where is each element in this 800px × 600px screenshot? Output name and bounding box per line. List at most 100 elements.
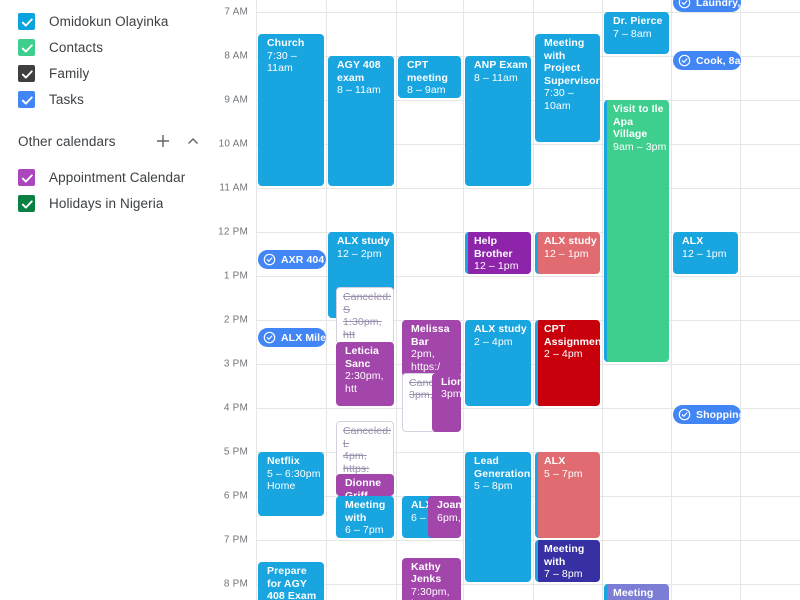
calendar-event[interactable]: Dr. Pierce 7 – 8am: [604, 12, 669, 54]
calendar-event[interactable]: Netflix 5 – 6:30pm Home: [258, 452, 324, 516]
hour-gridline: [256, 276, 800, 277]
time-label: 10 AM: [218, 138, 248, 150]
time-label: 3 PM: [223, 358, 248, 370]
calendar-event[interactable]: ALX study 12 – 1pm: [535, 232, 600, 274]
task-chip[interactable]: Laundry,: [673, 0, 741, 12]
event-title: CPT meeting: [407, 59, 448, 84]
calendar-event[interactable]: AGY 408 exam 8 – 11am: [328, 56, 394, 186]
calendar-event[interactable]: Leticia Sanc 2:30pm, htt: [336, 342, 394, 406]
calendar-name-label: Family: [49, 65, 90, 81]
day-gridline: [740, 0, 741, 600]
calendar-event[interactable]: CPT Assignment 2 – 4pm: [535, 320, 600, 406]
sidebar-calendar-item-0[interactable]: Omidokun Olayinka: [0, 8, 210, 34]
calendar-event[interactable]: Canceled: S 1:30pm, htt: [336, 287, 394, 345]
event-subtitle: 8 – 11am: [474, 71, 518, 84]
event-subtitle: 7:30 – 11am: [267, 49, 297, 75]
sidebar-calendar-item-3[interactable]: Tasks: [0, 86, 210, 112]
time-gutter: 7 AM 8 AM 9 AM 10 AM 11 AM 12 PM 1 PM 2 PM 3 PM 4…: [210, 0, 256, 600]
event-title: Prepare for AGY 408 Exam: [267, 565, 317, 600]
day-gridline: [463, 0, 464, 600]
task-chip[interactable]: Shopping: [673, 405, 741, 424]
event-subtitle: 3pm,: [409, 389, 433, 402]
calendar-name-label: Appointment Calendar: [49, 169, 186, 185]
add-other-calendar-icon[interactable]: [150, 128, 176, 154]
day-gridline: [533, 0, 534, 600]
event-title: ANP Exam: [474, 59, 528, 71]
calendar-event[interactable]: Meeting with 7 – 8pm: [535, 540, 600, 582]
task-check-icon: [678, 54, 691, 67]
event-subtitle: 12 – 1pm: [474, 260, 519, 273]
task-check-icon: [263, 253, 276, 266]
calendar-event[interactable]: Visit to Ile Apa Village 9am – 3pm: [604, 100, 669, 362]
task-label: Cook, 8a: [696, 54, 741, 67]
calendar-checkbox[interactable]: [18, 64, 35, 82]
chevron-up-icon[interactable]: [180, 128, 206, 154]
sidebar-calendar-item-1[interactable]: Contacts: [0, 34, 210, 60]
event-title: ALX study: [337, 235, 390, 247]
event-title: Church: [267, 37, 305, 49]
event-title: ALX study: [474, 323, 527, 335]
calendar-sidebar: Omidokun Olayinka Contacts Family Tasks Oth…: [0, 0, 210, 600]
event-title: Kathy Jenks: [411, 560, 442, 586]
calendar-event[interactable]: Meeting with 6 – 7pm: [336, 496, 394, 538]
sidebar-other-calendar-item-1[interactable]: Holidays in Nigeria: [0, 190, 210, 216]
calendar-event[interactable]: Lead Generation 5 – 8pm: [465, 452, 531, 582]
event-subtitle: 12 – 2pm: [337, 247, 382, 260]
task-check-icon: [678, 408, 691, 421]
event-subtitle: 7:30 – 10am: [544, 87, 574, 112]
calendar-event[interactable]: ALX 5 – 7pm: [535, 452, 600, 538]
calendar-event[interactable]: Meeting with Tolu8 – 10pm: [604, 584, 669, 600]
event-title: ALX: [411, 499, 433, 511]
event-subtitle: 6 – 7pm: [345, 524, 384, 537]
calendar-event[interactable]: Melissa Bar 2pm, https:/: [402, 320, 461, 378]
task-label: Laundry,: [696, 0, 741, 9]
task-label: AXR 404: [281, 253, 325, 266]
calendar-event[interactable]: ALX study 2 – 4pm: [465, 320, 531, 406]
event-subtitle: 6pm,: [437, 511, 461, 524]
event-title: ALX: [682, 235, 704, 247]
my-calendars-list: Omidokun Olayinka Contacts Family Tasks: [0, 8, 210, 112]
event-title: CPT Assignment: [544, 323, 600, 348]
time-label: 7 AM: [224, 6, 248, 18]
event-title: Dr. Pierce: [613, 15, 663, 27]
sidebar-calendar-item-2[interactable]: Family: [0, 60, 210, 86]
time-label: 9 AM: [224, 94, 248, 106]
calendar-checkbox[interactable]: [18, 38, 35, 56]
calendar-event[interactable]: Church 7:30 – 11am: [258, 34, 324, 186]
calendar-checkbox[interactable]: [18, 90, 35, 108]
event-subtitle: 5 – 8pm: [474, 480, 513, 493]
event-subtitle: 3pm,: [441, 388, 461, 401]
calendar-event[interactable]: Lionel3pm,: [432, 372, 461, 433]
event-subtitle: 7 – 8pm: [544, 568, 583, 581]
other-calendars-header: Other calendars: [0, 124, 210, 158]
calendar-event[interactable]: Joan 6pm,: [428, 496, 461, 538]
task-chip[interactable]: Cook, 8a: [673, 51, 741, 70]
event-subtitle: 12 – 1pm: [682, 247, 727, 260]
task-chip[interactable]: ALX Mile: [258, 328, 326, 347]
calendar-event[interactable]: Help Brother 12 – 1pm: [465, 232, 531, 274]
event-title: AGY 408 exam: [337, 59, 381, 84]
calendar-event[interactable]: CPT meeting 8 – 9am: [398, 56, 461, 98]
calendar-name-label: Holidays in Nigeria: [49, 195, 164, 211]
calendar-event[interactable]: ALX 12 – 1pm: [673, 232, 738, 274]
event-subtitle: 5 – 6:30pm: [267, 467, 321, 480]
day-gridline: [396, 0, 397, 600]
calendar-event[interactable]: Dionne Griff: [336, 474, 394, 497]
task-chip[interactable]: AXR 404: [258, 250, 326, 269]
calendar-checkbox[interactable]: [18, 194, 35, 212]
event-subtitle: 5 – 7pm: [544, 467, 583, 480]
calendar-event[interactable]: Meeting with Project Supervisor 7:30 – 10…: [535, 34, 600, 142]
event-subtitle: 8 – 11am: [337, 84, 381, 97]
event-title: Meeting with: [544, 543, 585, 568]
event-title: Melissa Bar: [411, 323, 450, 348]
calendar-checkbox[interactable]: [18, 168, 35, 186]
event-title: ALX: [544, 455, 566, 467]
calendar-event[interactable]: ANP Exam 8 – 11am: [465, 56, 531, 186]
calendar-checkbox[interactable]: [18, 12, 35, 30]
calendar-grid[interactable]: 7 AM 8 AM 9 AM 10 AM 11 AM 12 PM 1 PM 2 PM 3 PM 4…: [210, 0, 800, 600]
sidebar-other-calendar-item-0[interactable]: Appointment Calendar: [0, 164, 210, 190]
day-columns[interactable]: Church 7:30 – 11am AGY 408 exam 8 – 11am CPT…: [256, 0, 800, 600]
calendar-event[interactable]: Canceled: L 4pm, https:: [336, 421, 394, 481]
calendar-event[interactable]: Prepare for AGY 408 Exam7:30 – 10:30: [258, 562, 324, 600]
